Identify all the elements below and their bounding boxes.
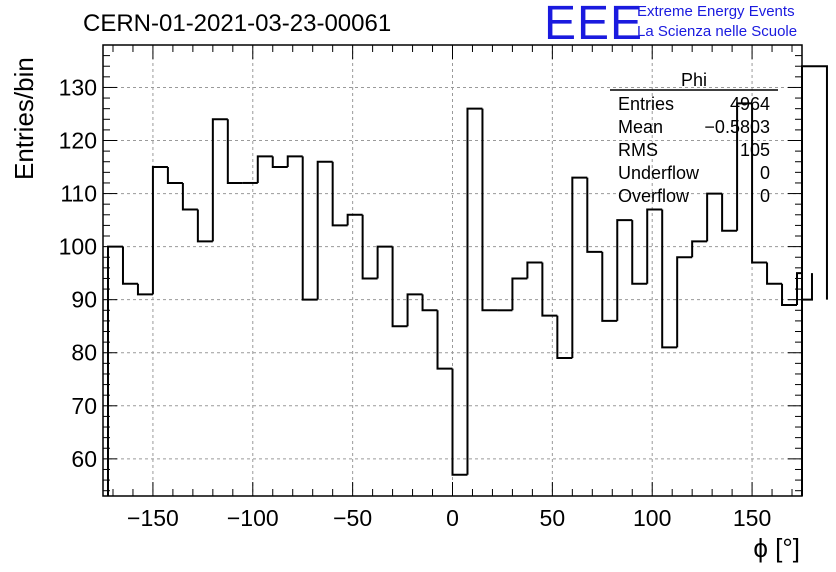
y-tick-label: 90 — [71, 287, 97, 313]
histogram-bin — [271, 156, 288, 169]
stats-label: RMS — [618, 140, 658, 160]
histogram-bin — [391, 246, 408, 328]
x-tick-label: −150 — [127, 505, 179, 531]
histogram-bin — [121, 246, 138, 285]
histogram-bin — [166, 167, 183, 184]
histogram-bin — [766, 262, 783, 285]
x-tick-label: 50 — [540, 505, 566, 531]
histogram-bin — [661, 209, 678, 349]
histogram-bin — [451, 368, 468, 476]
stats-value: 0 — [760, 186, 770, 206]
y-tick-label: 70 — [71, 393, 97, 419]
histogram-bin — [226, 119, 243, 184]
histogram-bin — [376, 245, 393, 279]
histogram-bin — [556, 315, 573, 360]
histogram-bin — [316, 160, 333, 300]
histogram-bin — [706, 192, 723, 242]
histogram-bin — [466, 107, 483, 475]
histogram-bin — [616, 219, 633, 321]
y-axis-label: Entries/bin — [9, 57, 39, 180]
histogram-bin — [802, 273, 813, 301]
y-tick-label: 120 — [59, 128, 97, 154]
chart-title: CERN-01-2021-03-23-00061 — [83, 10, 392, 37]
histogram-bin — [361, 214, 378, 280]
histogram-bin — [801, 65, 828, 496]
histogram-layer — [106, 65, 828, 496]
histogram-bin — [286, 155, 303, 168]
histogram-bin — [541, 262, 558, 317]
histogram-bin — [196, 209, 213, 243]
histogram-bin — [301, 156, 318, 301]
stats-title: Phi — [681, 70, 707, 90]
stats-label: Underflow — [618, 163, 700, 183]
histogram-bin — [691, 240, 708, 258]
y-tick-label: 60 — [71, 446, 97, 472]
stats-value: 4964 — [730, 94, 770, 114]
y-tick-label: 100 — [59, 234, 97, 260]
stats-value: 105 — [740, 140, 770, 160]
histogram-bin — [601, 251, 618, 322]
stats-value: −0.5803 — [704, 117, 770, 137]
histogram-bin — [421, 294, 438, 312]
histogram-bin — [646, 208, 663, 284]
histogram-bin — [571, 176, 588, 359]
histogram-bin — [436, 310, 453, 370]
y-tick-label: 130 — [59, 74, 97, 100]
histogram-bin — [211, 118, 228, 242]
y-tick-label: 110 — [60, 181, 97, 207]
histogram-bin — [346, 213, 363, 226]
y-tick-label: 80 — [71, 340, 97, 366]
histogram-bin — [676, 256, 693, 348]
histogram-bin — [796, 272, 802, 305]
histogram-bin — [586, 177, 603, 253]
x-tick-label: −100 — [227, 505, 279, 531]
histogram-bin — [481, 108, 498, 312]
histogram-bin — [511, 277, 528, 311]
eee-logo: EEE — [544, 0, 644, 50]
histogram-bin — [181, 182, 198, 211]
stats-value: 0 — [760, 163, 770, 183]
histogram-bin — [751, 103, 768, 264]
stats-label: Entries — [618, 94, 674, 114]
histogram-bin — [331, 161, 348, 227]
histogram-bin — [256, 155, 273, 183]
x-tick-label: 150 — [733, 505, 771, 531]
histogram-bin — [136, 283, 153, 296]
logo-line-2: La Scienza nelle Scuole — [637, 23, 798, 40]
x-axis-label: ϕ [°] — [753, 533, 800, 563]
histogram-bin — [721, 193, 738, 232]
axis-layer: −150 −100 −50 0 50 100 150 60 70 80 90 100 110 120 130 — [59, 44, 803, 531]
histogram-bin — [736, 102, 753, 231]
histogram-bin — [631, 220, 648, 285]
stats-label: Overflow — [618, 186, 690, 206]
histogram-bin — [406, 293, 423, 327]
stats-label: Mean — [618, 117, 663, 137]
histogram-bin — [151, 166, 168, 295]
x-tick-label: 100 — [633, 505, 671, 531]
x-tick-label: −50 — [333, 505, 372, 531]
stats-box: Phi Entries 4964 Mean −0.5803 RMS 105 Underflo… — [610, 70, 778, 206]
histogram-bin — [781, 283, 798, 306]
histogram-bin — [526, 261, 543, 279]
x-tick-label: 0 — [446, 505, 459, 531]
logo-line-1: Extreme Energy Events — [637, 3, 795, 20]
